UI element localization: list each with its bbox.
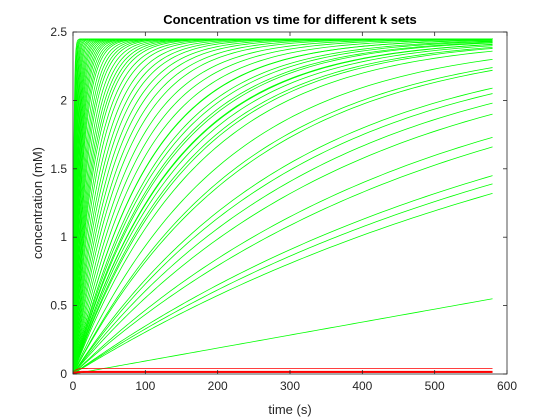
x-tick-label: 500 [425,379,445,393]
series-line [72,87,493,375]
x-tick-label: 300 [280,379,300,393]
y-axis: 0 0.5 1 1.5 2 2.5 [50,25,507,381]
series-line [72,41,493,375]
y-tick-label: 1.5 [50,162,67,176]
series-line-flat [72,372,493,375]
series-line [72,102,493,375]
x-axis-label: time (s) [268,402,311,417]
series-line [72,48,493,375]
x-tick-label: 600 [497,379,517,393]
series-line [72,193,493,375]
series-line-flat [72,371,493,375]
series-line-flat [72,370,493,375]
series-line [72,45,493,375]
y-tick-label: 0 [60,367,67,381]
series-line [72,38,493,375]
series-line [72,113,493,375]
x-tick-label: 0 [70,379,77,393]
series-line [72,136,493,375]
x-tick-label: 100 [135,379,155,393]
series-line [72,40,493,375]
series-line [72,42,493,375]
x-axis: 0 100 200 300 400 500 600 [70,32,517,393]
series-line [72,175,493,375]
y-tick-label: 2.5 [50,25,67,39]
y-tick-label: 2 [60,93,67,107]
series-line [72,43,493,375]
series-line [72,69,493,375]
series-line [72,38,493,375]
series-line [72,58,493,375]
series-line [72,39,493,375]
y-tick-label: 0.5 [50,299,67,313]
x-tick-label: 400 [352,379,372,393]
chart-title: Concentration vs time for different k se… [163,12,417,27]
y-tick-label: 1 [60,230,67,244]
series-line [72,93,493,375]
x-tick-label: 200 [208,379,228,393]
series-line-flat [72,368,493,375]
series-layer [72,38,493,375]
series-line [72,39,493,375]
series-line [72,38,493,375]
series-line [72,38,493,375]
series-line [72,183,493,375]
series-line [72,50,493,375]
series-line [72,146,493,375]
y-axis-label: concentration (mM) [30,147,45,259]
